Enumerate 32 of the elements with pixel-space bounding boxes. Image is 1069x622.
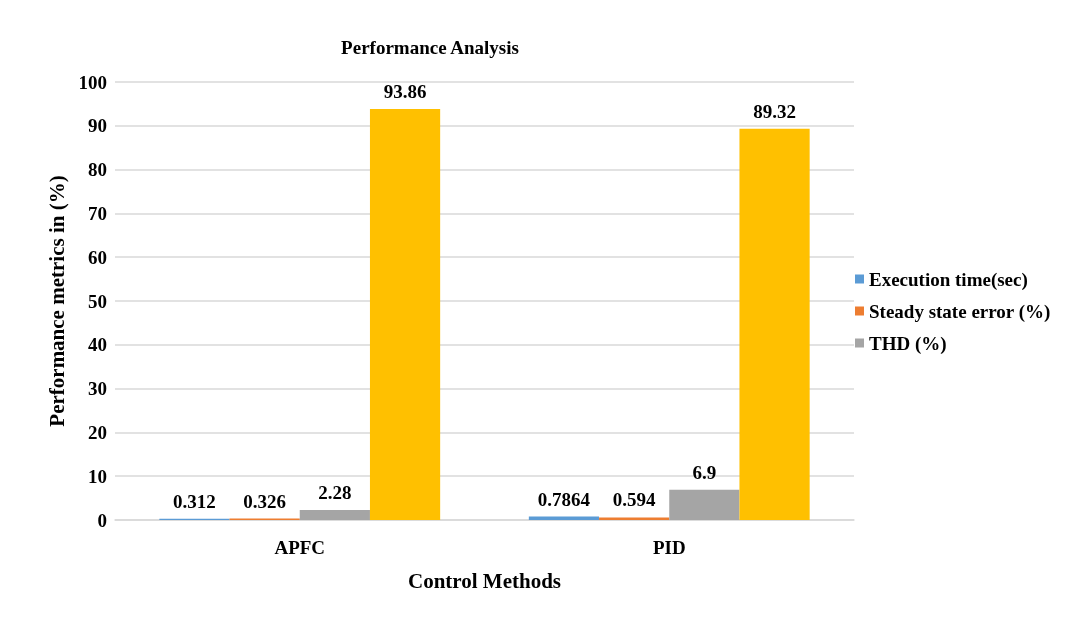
y-tick-label: 40: [88, 334, 107, 356]
y-tick-label: 80: [88, 159, 107, 181]
y-tick-label: 70: [88, 202, 107, 224]
data-label: 93.86: [383, 80, 427, 102]
data-label: 0.312: [173, 490, 216, 512]
data-label: 2.28: [318, 482, 352, 504]
bar: [599, 517, 670, 520]
y-tick-label: 10: [88, 465, 107, 487]
bar: [369, 108, 441, 520]
bar: [299, 510, 370, 520]
x-tick-label: APFC: [274, 537, 326, 558]
legend-label: Execution time(sec): [869, 268, 1028, 291]
data-label: 6.9: [692, 461, 717, 483]
y-tick-label: 90: [88, 115, 107, 137]
y-tick-label: 50: [88, 290, 107, 312]
y-tick-label: 30: [88, 378, 107, 400]
legend-label: Steady state error (%): [869, 300, 1051, 323]
bar: [669, 489, 740, 520]
data-label: 89.32: [753, 100, 796, 122]
y-axis-title: Performance metrics in (%): [45, 175, 70, 427]
x-axis-title: Control Methods: [407, 568, 562, 593]
y-tick-label: 100: [78, 71, 107, 93]
y-tick-label: 20: [88, 421, 107, 443]
chart-title: Performance Analysis: [341, 37, 519, 58]
x-tick-label: PID: [652, 537, 686, 558]
data-label: 0.7864: [537, 488, 591, 510]
y-tick-label: 0: [97, 509, 107, 531]
y-tick-label: 60: [88, 246, 107, 268]
data-label: 0.594: [612, 489, 657, 511]
bar: [739, 128, 810, 520]
data-label: 0.326: [243, 490, 287, 512]
legend-label: THD (%): [869, 332, 947, 355]
